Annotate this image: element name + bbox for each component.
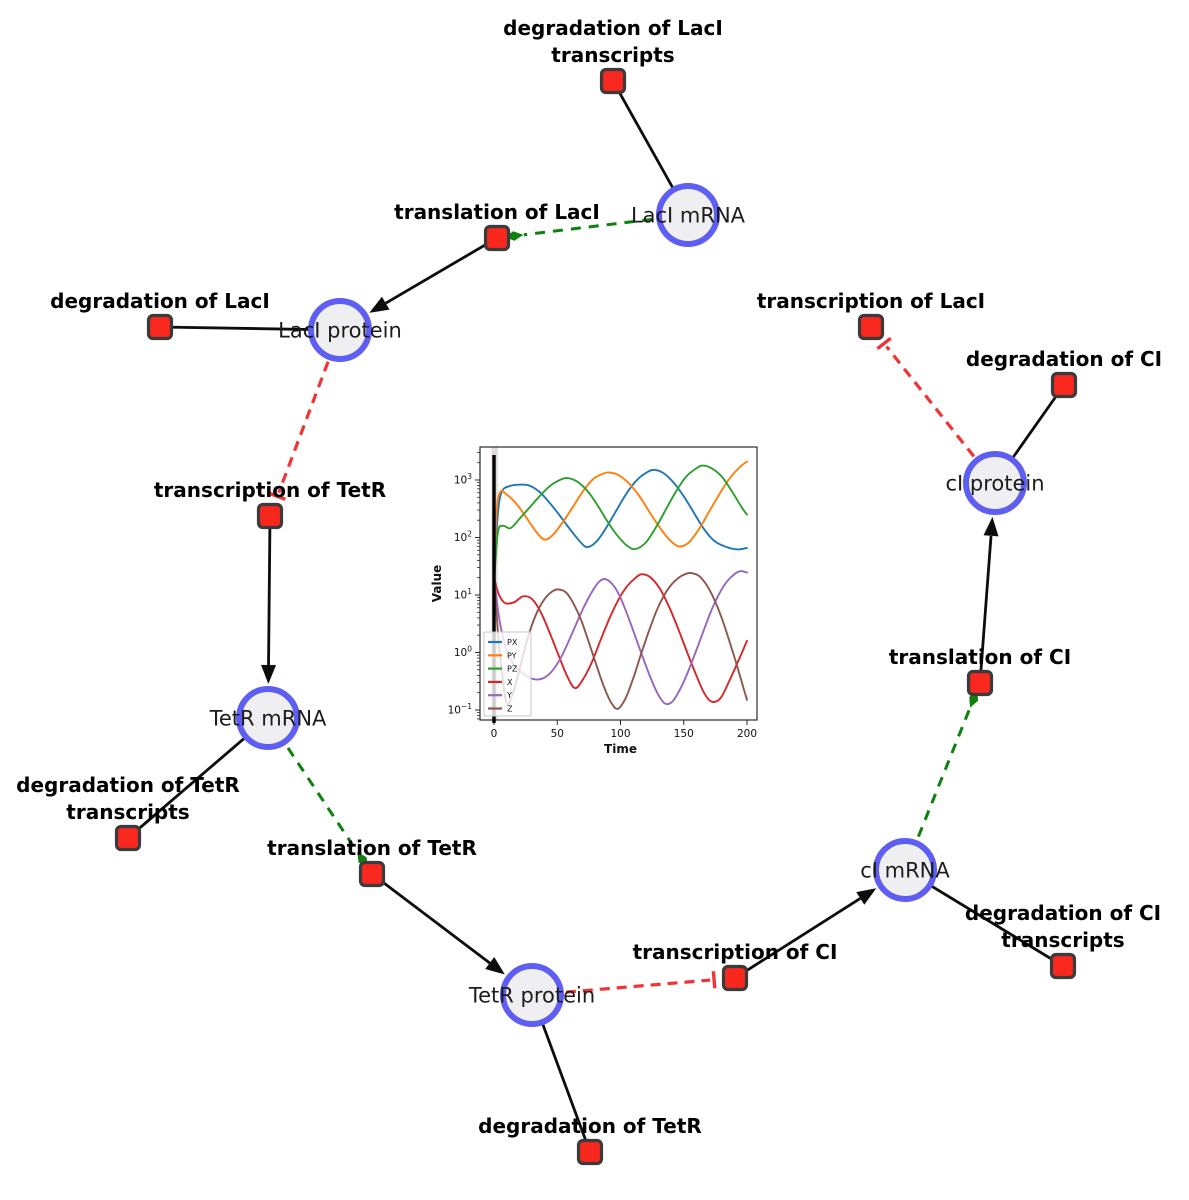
x-tick-label: 0: [491, 728, 498, 740]
edge-laci-protein-transcription-of-tetr-tbar-icon: [268, 491, 286, 501]
x-tick-label: 100: [610, 728, 630, 740]
y-tick-base: 10: [454, 475, 467, 487]
reaction-node-transcription-of-tetr[interactable]: [256, 502, 284, 530]
series-line-x: [493, 573, 748, 703]
chart-frame: [479, 446, 758, 721]
reaction-label: transcripts: [551, 43, 674, 67]
chart-legend: PX PY PZ XYZ: [483, 631, 532, 717]
reaction-label: degradation of TetR: [478, 1114, 702, 1138]
y-tick-exponent: −1: [461, 702, 472, 711]
reaction-node-degradation-of-ci-transcripts[interactable]: [1049, 952, 1077, 980]
edge-ci-mrna-translation-of-ci: [903, 707, 972, 871]
legend-entry-label: PX: [507, 638, 518, 647]
reaction-label: degradation of LacI: [50, 289, 270, 313]
reaction-label: transcripts: [1001, 928, 1124, 952]
species-label: cI mRNA: [860, 859, 950, 883]
y-axis-label: Value: [430, 565, 444, 603]
reaction-label: transcripts: [66, 800, 189, 824]
reaction-label: translation of TetR: [267, 836, 477, 860]
legend-entry-label: PY: [507, 651, 517, 660]
y-tick-label: 102: [454, 530, 472, 545]
species-node-ci-mrna[interactable]: [873, 838, 937, 902]
species-node-laci-mrna[interactable]: [656, 183, 720, 247]
legend-entry-label: X: [507, 678, 513, 687]
x-axis-label: Time: [604, 742, 637, 756]
reaction-node-translation-of-tetr[interactable]: [358, 860, 386, 888]
edge-translation-of-laci-laci-protein: [385, 236, 498, 305]
edge-translation-of-ci-ci-protein-arrowhead-icon: [983, 516, 999, 537]
species-node-ci-protein[interactable]: [963, 451, 1027, 515]
reaction-label: transcription of CI: [633, 940, 838, 964]
edge-transcription-of-tetr-tetr-mrna: [267, 515, 272, 666]
series-line-px: [493, 468, 748, 574]
reaction-node-degradation-of-ci[interactable]: [1050, 371, 1078, 399]
y-tick-label: 103: [454, 472, 472, 487]
y-tick-base: 10: [448, 705, 461, 717]
reaction-node-transcription-of-ci[interactable]: [721, 964, 749, 992]
y-tick-label: 100: [454, 645, 472, 660]
species-label: TetR mRNA: [209, 707, 327, 731]
reaction-label: translation of LacI: [394, 200, 600, 224]
y-tick-exponent: 3: [467, 472, 472, 481]
series-line-z: [493, 571, 748, 710]
edge-transcription-of-ci-ci-mrna-arrowhead-icon: [856, 888, 877, 905]
x-tick-label: 50: [551, 728, 564, 740]
edge-ci-protein-transcription-of-laci-tbar-icon: [876, 336, 892, 351]
edge-tetr-protein-transcription-of-ci: [531, 978, 711, 997]
edge-translation-of-tetr-tetr-protein-arrowhead-icon: [485, 957, 505, 975]
legend-entry-label: Y: [506, 691, 512, 700]
reaction-node-degradation-of-tetr[interactable]: [576, 1138, 604, 1166]
edge-transcription-of-ci-ci-mrna: [734, 897, 862, 980]
edge-laci-protein-transcription-of-tetr: [277, 329, 342, 494]
y-tick-exponent: 2: [467, 530, 472, 539]
y-tick-base: 10: [454, 590, 467, 602]
reaction-node-degradation-of-tetr-transcripts[interactable]: [114, 824, 142, 852]
series-line-pz: [493, 464, 748, 586]
species-label: LacI mRNA: [631, 204, 746, 228]
inset-chart: 0 50 100 150 20010310210110010−1TimeValuePXP…: [430, 446, 758, 756]
legend-entry-label: PZ: [507, 665, 518, 674]
y-tick-base: 10: [454, 532, 467, 544]
edges-layer: [127, 80, 1066, 1153]
species-node-laci-protein[interactable]: [308, 298, 372, 362]
reaction-node-transcription-of-laci[interactable]: [857, 313, 885, 341]
legend-entry-label: Z: [507, 705, 513, 714]
y-tick-exponent: 0: [467, 645, 472, 654]
species-label: LacI protein: [278, 319, 402, 343]
reaction-label: degradation of CI: [965, 901, 1161, 925]
y-tick-exponent: 1: [467, 587, 472, 596]
y-tick-label: 10−1: [448, 702, 473, 717]
chart-series: [493, 460, 748, 710]
reaction-label: degradation of LacI: [503, 16, 723, 40]
species-node-tetr-protein[interactable]: [500, 963, 564, 1027]
reaction-label: translation of CI: [889, 645, 1071, 669]
reaction-label: degradation of TetR: [16, 773, 240, 797]
edge-translation-of-laci-laci-protein-arrowhead-icon: [369, 296, 390, 313]
x-tick-label: 200: [737, 728, 757, 740]
edge-translation-of-ci-ci-protein: [978, 535, 993, 684]
species-label: cI protein: [945, 472, 1044, 496]
y-tick-base: 10: [454, 647, 467, 659]
species-node-tetr-mrna[interactable]: [236, 686, 300, 750]
edge-ci-protein-transcription-of-laci: [885, 345, 997, 484]
species-label: TetR protein: [468, 984, 595, 1008]
series-line-y: [493, 570, 748, 706]
edge-translation-of-tetr-tetr-protein: [371, 872, 491, 965]
y-tick-label: 101: [454, 587, 472, 602]
series-line-py: [493, 460, 748, 579]
reaction-node-translation-of-ci[interactable]: [966, 669, 994, 697]
edge-transcription-of-tetr-tetr-mrna-arrowhead-icon: [261, 664, 277, 685]
reaction-label: transcription of LacI: [757, 289, 985, 313]
edge-tetr-protein-transcription-of-ci-tbar-icon: [711, 971, 717, 989]
reaction-label: transcription of TetR: [154, 478, 386, 502]
reaction-node-degradation-of-laci-transcripts[interactable]: [599, 67, 627, 95]
reaction-node-translation-of-laci[interactable]: [483, 224, 511, 252]
nodes-layer: [114, 67, 1078, 1166]
labels-layer: degradation of LacI transcripts translatio…: [16, 16, 1162, 1138]
x-tick-label: 150: [674, 728, 694, 740]
reaction-label: degradation of CI: [966, 347, 1162, 371]
reaction-node-degradation-of-laci[interactable]: [146, 313, 174, 341]
